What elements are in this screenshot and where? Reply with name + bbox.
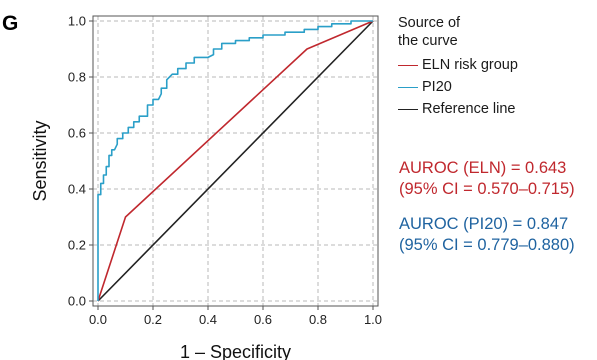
legend-swatch-pi20 <box>398 86 418 88</box>
legend-swatch-eln <box>398 64 418 66</box>
axis-ticks: 0.0 0.2 0.4 0.6 0.8 1.0 0.0 0.2 0.4 0.6 0.8 1.0 <box>68 14 382 328</box>
legend-label-eln: ELN risk group <box>422 57 518 73</box>
roc-curve-reference <box>97 20 374 302</box>
y-tick-label-1: 0.2 <box>68 238 86 253</box>
auroc-eln-value: AUROC (ELN) = 0.643 <box>399 159 567 177</box>
series-layer <box>97 20 374 302</box>
legend-label-pi20: PI20 <box>422 79 452 95</box>
legend-title-line1: Source of <box>398 15 461 31</box>
legend-title: Source of the curve <box>398 14 518 50</box>
y-tick-label-5: 1.0 <box>68 14 86 29</box>
legend-title-line2: the curve <box>398 33 458 49</box>
auroc-eln-ci: (95% CI = 0.570–0.715) <box>399 180 575 198</box>
auroc-pi20-annotation: AUROC (PI20) = 0.847 (95% CI = 0.779–0.8… <box>399 214 575 256</box>
auroc-eln-annotation: AUROC (ELN) = 0.643 (95% CI = 0.570–0.71… <box>399 158 575 200</box>
x-tick-label-0: 0.0 <box>89 312 107 327</box>
x-tick-label-1: 0.2 <box>144 312 162 327</box>
legend-swatch-reference <box>398 108 418 110</box>
legend-item-reference: Reference line <box>398 98 518 120</box>
x-tick-label-3: 0.6 <box>254 312 272 327</box>
x-axis-title: 1 – Specificity <box>180 342 291 360</box>
auroc-pi20-ci: (95% CI = 0.779–0.880) <box>399 236 575 254</box>
roc-curve-pi20 <box>97 20 373 301</box>
legend-item-pi20: PI20 <box>398 76 518 98</box>
x-tick-label-2: 0.4 <box>199 312 217 327</box>
legend-label-reference: Reference line <box>422 101 516 117</box>
y-tick-label-0: 0.0 <box>68 294 86 309</box>
plot-frame <box>92 15 379 307</box>
x-tick-label-5: 1.0 <box>364 312 382 327</box>
y-tick-label-2: 0.4 <box>68 182 86 197</box>
y-tick-label-3: 0.6 <box>68 126 86 141</box>
roc-curve-eln <box>97 20 374 302</box>
y-tick-label-4: 0.8 <box>68 70 86 85</box>
legend-item-eln: ELN risk group <box>398 54 518 76</box>
panel-letter: G <box>2 12 18 35</box>
y-axis-title: Sensitivity <box>30 120 50 201</box>
legend: Source of the curve ELN risk group PI20 … <box>398 14 518 120</box>
auroc-pi20-value: AUROC (PI20) = 0.847 <box>399 215 569 233</box>
x-tick-label-4: 0.8 <box>309 312 327 327</box>
